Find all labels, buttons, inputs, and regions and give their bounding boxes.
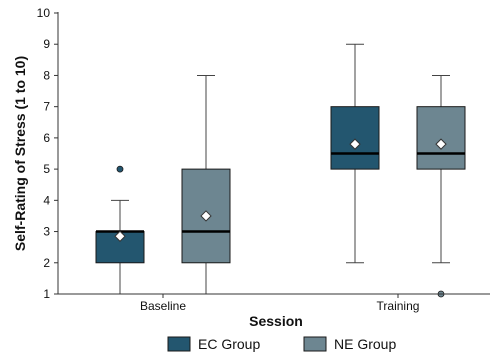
legend-swatch	[167, 336, 191, 352]
box-ec-group-baseline	[95, 165, 145, 295]
mean-marker	[114, 230, 126, 242]
y-tick-label: 2	[43, 256, 50, 270]
mean-marker	[200, 210, 212, 222]
y-tick-label: 10	[37, 6, 51, 20]
iqr-box	[95, 231, 145, 264]
y-tick-label: 3	[43, 225, 50, 239]
iqr-box	[330, 106, 380, 170]
box-ne-group-training	[416, 74, 466, 298]
x-tick-label: Baseline	[140, 299, 186, 313]
x-tick-label: Training	[377, 299, 420, 313]
box-ne-group-baseline	[181, 74, 231, 295]
x-axis-title: Session	[249, 313, 303, 329]
y-tick-label: 7	[43, 100, 50, 114]
outlier-point	[116, 165, 124, 173]
legend-label: NE Group	[334, 336, 396, 352]
y-tick-label: 5	[43, 162, 50, 176]
box-ec-group-training	[330, 43, 380, 264]
y-tick-label: 8	[43, 68, 50, 82]
y-tick-label: 1	[43, 287, 50, 301]
y-tick-label: 9	[43, 37, 50, 51]
y-axis-title: Self-Rating of Stress (1 to 10)	[12, 56, 28, 251]
mean-marker	[349, 138, 361, 150]
y-tick-label: 4	[43, 193, 50, 207]
x-axis-ticks: Baseline Training	[140, 294, 419, 313]
legend: EC Group NE Group	[167, 336, 396, 352]
legend-swatch	[303, 336, 327, 352]
mean-marker	[435, 138, 447, 150]
iqr-box	[416, 106, 466, 170]
y-tick-label: 6	[43, 131, 50, 145]
box-groups	[95, 43, 466, 298]
legend-label: EC Group	[198, 336, 260, 352]
y-axis-ticks: 1 2 3 4 5 6 7 8 9 10	[37, 6, 58, 301]
